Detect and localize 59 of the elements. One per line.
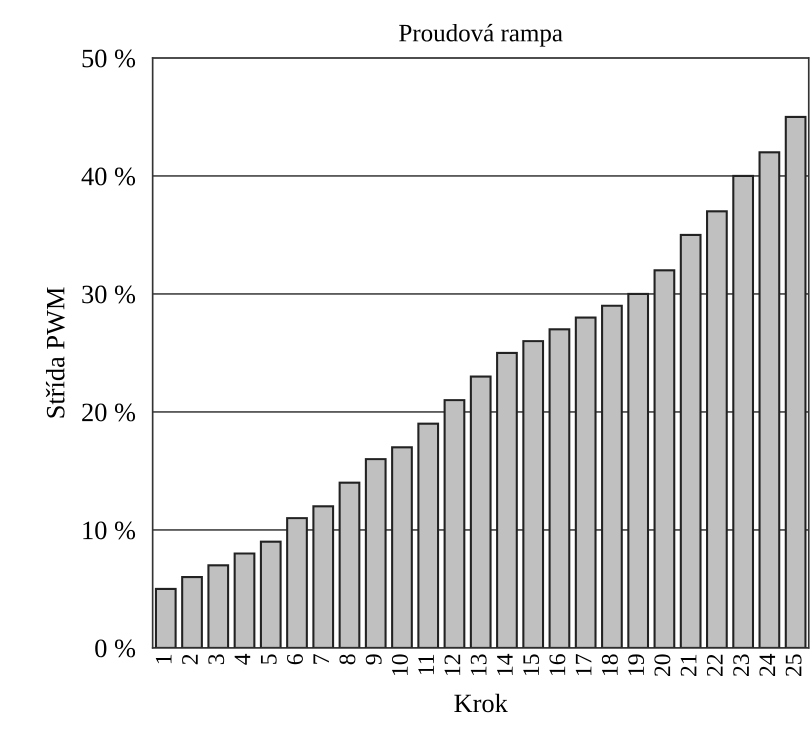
x-tick-label: 6 (287, 654, 303, 664)
bar (548, 328, 570, 648)
x-tick-label: 16 (549, 654, 566, 675)
y-tick-label: 40 % (82, 168, 136, 186)
x-tick-label: 15 (523, 654, 540, 675)
x-tick-label: 13 (470, 654, 487, 675)
bar (758, 151, 780, 648)
x-tick-label: 25 (786, 654, 802, 676)
x-tick-label: 17 (576, 654, 592, 675)
x-tick-label: 3 (208, 654, 224, 664)
bar (391, 446, 413, 648)
bar (181, 576, 203, 648)
x-tick-label: 1 (156, 654, 172, 664)
x-axis-title: Krok (454, 694, 508, 712)
y-tick-label: 20 % (82, 404, 136, 422)
x-tick-label: 18 (602, 654, 618, 675)
bar (364, 458, 387, 648)
bar (286, 517, 308, 648)
x-tick-label: 7 (313, 654, 329, 664)
x-tick-label: 4 (234, 654, 250, 665)
bar (470, 375, 492, 648)
bar (444, 399, 466, 648)
bar (627, 292, 650, 648)
bar (706, 210, 728, 648)
x-tick-label: 12 (444, 654, 460, 675)
bar (234, 552, 256, 648)
y-tick-label: 50 % (82, 50, 136, 68)
y-tick-label: 10 % (83, 522, 136, 540)
bar (260, 540, 282, 648)
x-tick-label: 11 (418, 654, 434, 674)
x-tick-label: 22 (706, 654, 723, 676)
x-tick-label: 21 (680, 654, 696, 676)
bar (654, 269, 676, 648)
x-tick-label: 8 (339, 654, 356, 664)
x-tick-label: 2 (182, 654, 198, 664)
bar (784, 116, 807, 648)
y-axis-title: Střída PWM (46, 287, 65, 418)
bar (338, 482, 360, 648)
x-tick-label: 9 (366, 654, 382, 664)
x-tick-label: 20 (654, 654, 670, 676)
x-tick-label: 24 (759, 654, 776, 676)
bar (417, 422, 440, 648)
bar (207, 564, 230, 648)
x-tick-label: 10 (392, 654, 408, 675)
chart-title: Proudová rampa (399, 24, 563, 47)
bar (574, 316, 597, 648)
y-tick-label: 0 % (95, 640, 136, 658)
bar (732, 174, 754, 648)
bar (154, 588, 177, 648)
x-tick-label: 5 (260, 654, 277, 664)
bar (680, 234, 702, 648)
bar (312, 505, 334, 648)
x-tick-label: 19 (628, 654, 644, 675)
bar (496, 352, 518, 648)
x-tick-label: 23 (733, 654, 750, 676)
bar (601, 304, 623, 648)
y-tick-label: 30 % (82, 286, 136, 304)
bar (522, 340, 544, 648)
x-tick-label: 14 (497, 654, 513, 675)
